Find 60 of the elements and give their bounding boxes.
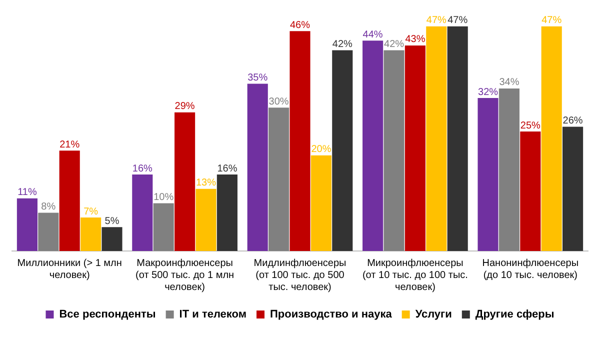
- legend-label: Другие сферы: [475, 308, 554, 321]
- bar: [447, 26, 468, 251]
- bar: [247, 84, 268, 251]
- bar: [59, 150, 80, 251]
- bar: [196, 188, 216, 251]
- data-label: 43%: [405, 34, 426, 46]
- bar: [541, 26, 562, 251]
- bar: [174, 112, 196, 251]
- x-tick-label: Миллионники (> 1 млн человек): [17, 258, 122, 281]
- data-label: 10%: [154, 192, 174, 203]
- bar: [520, 132, 541, 251]
- data-label: 20%: [311, 144, 332, 156]
- data-label: 47%: [426, 15, 447, 26]
- data-label: 44%: [362, 29, 383, 40]
- data-label: 47%: [448, 15, 468, 26]
- bar: [498, 88, 520, 251]
- bar: [384, 50, 404, 251]
- data-label: 30%: [268, 96, 289, 108]
- data-label: 16%: [217, 163, 238, 174]
- bar: [102, 227, 122, 251]
- bar: [362, 40, 384, 251]
- data-label: 8%: [41, 202, 56, 213]
- data-label: 16%: [132, 163, 153, 174]
- data-label: 11%: [18, 187, 37, 198]
- bar: [478, 98, 498, 251]
- bar: [80, 218, 102, 251]
- bar: [16, 198, 38, 251]
- bar: [216, 174, 238, 251]
- bar: [268, 108, 290, 251]
- data-label: 46%: [290, 20, 310, 31]
- bar: [132, 174, 153, 251]
- data-label: 42%: [332, 38, 353, 50]
- bar: [404, 45, 426, 251]
- data-label: 34%: [499, 77, 520, 88]
- x-tick-label: Мидлинфлюенсеры (от 100 тыс. до 500 тыс. человек): [254, 258, 346, 293]
- bar: [290, 31, 310, 251]
- legend-label: Все респонденты: [59, 308, 156, 321]
- data-label: 25%: [520, 120, 541, 132]
- data-label: 13%: [196, 178, 216, 189]
- data-label: 5%: [104, 216, 120, 227]
- data-label: 47%: [542, 15, 562, 26]
- data-label: 42%: [384, 38, 404, 50]
- x-tick-label: Нанонинфлюенсеры (до 10 тыс. человек): [482, 258, 579, 281]
- bar: [310, 155, 332, 251]
- bar: [332, 50, 353, 251]
- bar: [38, 212, 59, 251]
- data-label: 35%: [248, 72, 268, 84]
- x-tick-label: Макроинфлюенсеры (от 500 тыс. до 1 млн человек): [136, 258, 234, 293]
- legend-label: Услуги: [415, 308, 452, 321]
- legend-label: Производство и наука: [270, 308, 393, 321]
- data-label: 7%: [84, 206, 98, 218]
- data-label: 21%: [60, 139, 80, 150]
- x-tick-label: Микроинфлюенсеры (от 10 тыс. до 100 тыс. человек): [362, 258, 468, 293]
- data-label: 26%: [562, 115, 583, 126]
- data-label: 32%: [478, 86, 498, 98]
- bar: [153, 203, 174, 251]
- bar: [562, 126, 584, 251]
- bar: [426, 26, 447, 251]
- legend-label: IT и телеком: [179, 308, 246, 321]
- data-label: 29%: [174, 101, 195, 112]
